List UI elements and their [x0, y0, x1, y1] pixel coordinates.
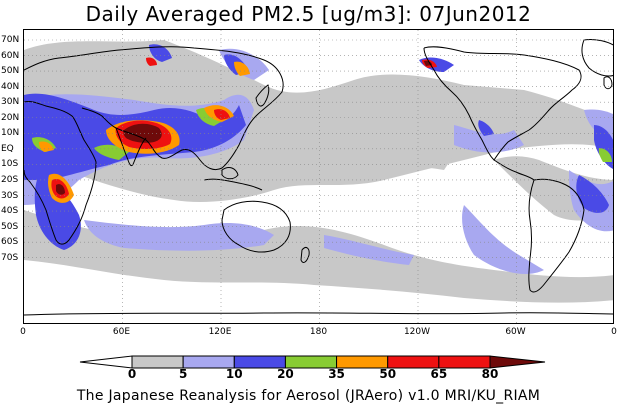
colorbar-level-label: 5 [178, 367, 188, 381]
coast-new-zealand [300, 247, 310, 263]
pm25-concentration-field [24, 40, 613, 303]
lon-tick-label: 180 [309, 327, 328, 337]
coast-north-america [423, 46, 582, 161]
coast-greenland [581, 39, 613, 77]
colorbar-level-label: 0 [127, 367, 137, 381]
coast-antarctica [24, 312, 613, 316]
colorbar-level-label: 35 [328, 367, 345, 381]
coast-australia [221, 200, 291, 253]
coast-india [115, 127, 147, 167]
pm25-map [23, 29, 614, 324]
lat-tick-label: EQ [1, 143, 14, 154]
level-80-plus-region [56, 60, 432, 195]
coast-uk [603, 76, 613, 90]
lat-tick-label: 40S [1, 206, 19, 217]
coast-south-america [528, 178, 585, 293]
lat-tick-label: 60S [1, 237, 19, 248]
colorbar-level-label: 10 [225, 367, 243, 381]
coast-borneo [221, 167, 239, 180]
colorbar-level-label: 20 [277, 367, 294, 381]
map-canvas [24, 30, 613, 323]
coast-japan [255, 84, 270, 107]
lon-tick-label: 120W [403, 327, 431, 337]
lat-tick-label: 30S [1, 190, 19, 201]
colorbar-segment [131, 355, 184, 369]
lat-tick-label: 20N [1, 112, 20, 123]
lat-tick-label: 10S [1, 159, 19, 170]
lon-tick-label: 0 [20, 327, 26, 337]
coast-eurasia [24, 46, 284, 171]
lat-tick-label: 30N [1, 97, 20, 108]
colorbar-high-end [489, 355, 546, 369]
lat-tick-label: 40N [1, 81, 20, 92]
lat-tick-label: 50N [1, 66, 20, 77]
color-scale-bar [79, 355, 546, 369]
lat-tick-label: 20S [1, 174, 19, 185]
map-title: Daily Averaged PM2.5 [ug/m3]: 07Jun2012 [85, 2, 532, 26]
lat-tick-label: 50S [1, 221, 19, 232]
lon-tick-label: 0 [611, 327, 617, 337]
coastlines [24, 39, 613, 316]
lat-tick-label: 10N [1, 128, 20, 139]
graticule [24, 30, 613, 323]
coast-indonesia [203, 178, 263, 191]
data-source-caption: The Japanese Reanalysis for Aerosol (JRA… [76, 388, 541, 404]
lat-tick-label: 70N [1, 35, 20, 45]
lon-tick-label: 60E [112, 327, 131, 337]
coast-africa [24, 101, 97, 245]
lat-tick-label: 60N [1, 50, 20, 61]
lon-tick-label: 60W [505, 327, 526, 337]
colorbar-low-end [79, 355, 133, 369]
lon-tick-label: 120E [208, 327, 232, 337]
colorbar-level-label: 50 [379, 367, 397, 381]
colorbar-level-label: 65 [430, 367, 448, 381]
colorbar-level-label: 80 [481, 367, 499, 381]
lat-tick-label: 70S [1, 252, 19, 263]
